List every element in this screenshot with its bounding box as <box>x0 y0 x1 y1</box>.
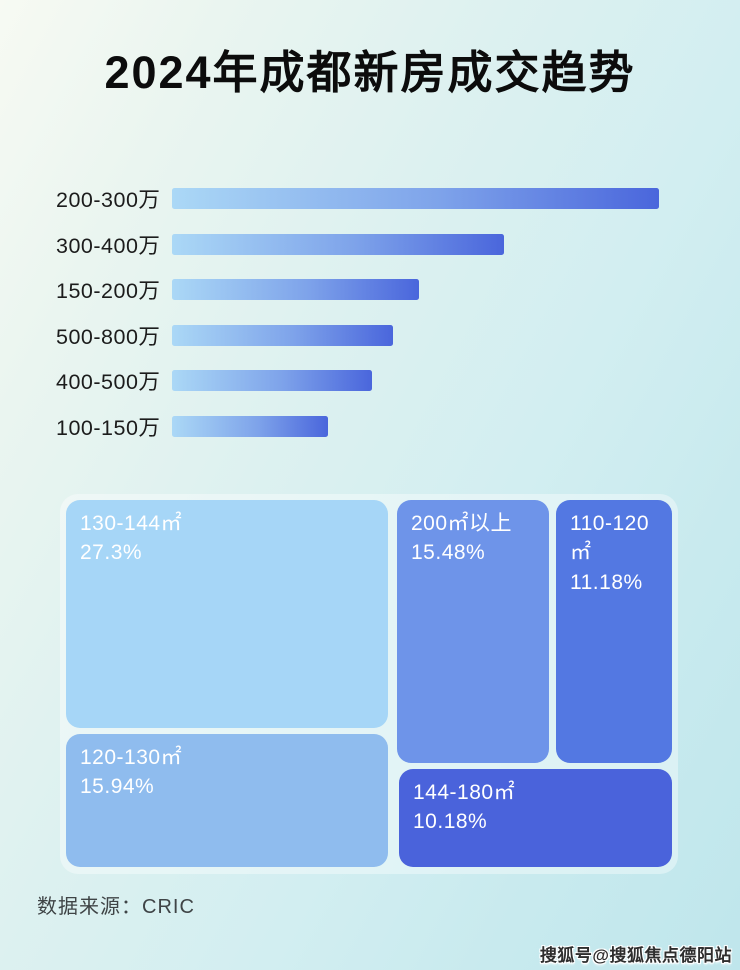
tile-percent: 15.48% <box>411 541 486 565</box>
price-band-bar-chart: 200-300万 300-400万 150-200万 500-800万 400-… <box>56 188 659 440</box>
bar-label: 300-400万 <box>56 233 161 258</box>
treemap-tile-200-plus: 200㎡以上 15.48% <box>397 500 549 763</box>
bar-row: 300-400万 <box>56 233 659 258</box>
tile-label: 130-144㎡ <box>80 512 183 535</box>
tile-percent: 15.94% <box>80 775 155 799</box>
bar-segment <box>172 324 393 346</box>
data-source-label: 数据来源：CRIC <box>37 896 195 918</box>
bar-segment <box>172 279 419 300</box>
bar-segment <box>172 370 372 391</box>
bar-segment <box>172 188 659 209</box>
bar-label: 100-150万 <box>56 415 161 440</box>
bar-label: 200-300万 <box>56 188 161 212</box>
treemap-tile-110-120: 110-120㎡ 11.18% <box>556 500 672 763</box>
tile-label: 120-130㎡ <box>80 746 183 769</box>
watermark-text: 搜狐号@搜狐焦点德阳站 <box>539 946 732 965</box>
bar-row: 200-300万 <box>56 188 659 212</box>
tile-percent: 27.3% <box>80 541 143 565</box>
tile-percent: 11.18% <box>570 570 643 594</box>
bar-label: 500-800万 <box>56 324 161 349</box>
bar-row: 400-500万 <box>56 370 659 394</box>
bar-row: 500-800万 <box>56 324 659 349</box>
bar-segment <box>172 415 328 437</box>
treemap-tile-144-180: 144-180㎡ 10.18% <box>399 769 672 867</box>
tile-label: 200㎡以上 <box>411 512 513 535</box>
bar-row: 100-150万 <box>56 415 659 440</box>
tile-percent: 10.18% <box>413 810 488 834</box>
tile-label: 110-120㎡ <box>570 512 650 565</box>
treemap-tile-120-130: 120-130㎡ 15.94% <box>66 734 388 867</box>
bar-segment <box>172 233 504 255</box>
bar-label: 400-500万 <box>56 370 161 394</box>
bar-row: 150-200万 <box>56 279 659 303</box>
page-title: 2024年成都新房成交趋势 <box>104 47 636 98</box>
bar-label: 150-200万 <box>56 279 161 303</box>
treemap-tile-130-144: 130-144㎡ 27.3% <box>66 500 388 728</box>
tile-label: 144-180㎡ <box>413 781 516 804</box>
